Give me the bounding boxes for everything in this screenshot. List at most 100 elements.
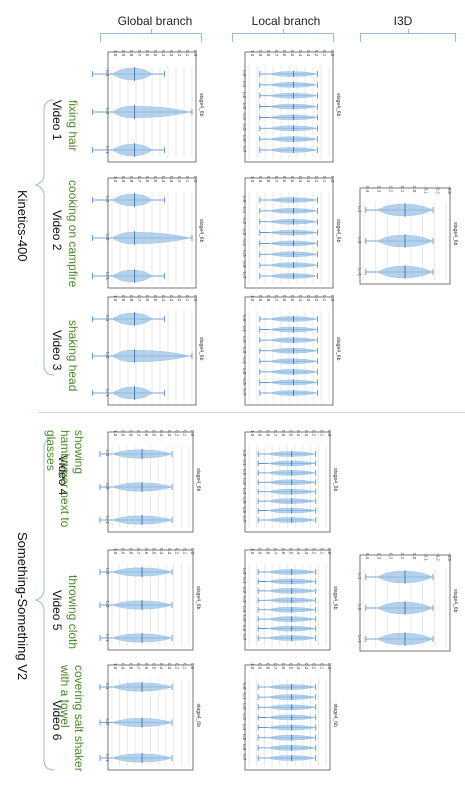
tick-label: 0.7 xyxy=(273,430,278,437)
tick-label: 0.8 xyxy=(265,430,270,437)
tick-label: 1.0 xyxy=(113,176,118,183)
category-label: t=4 xyxy=(242,724,247,731)
category-label: t=0 xyxy=(105,719,110,726)
tick-label: 0.4 xyxy=(365,186,370,193)
video-label-2: Video 2 xyxy=(50,210,64,251)
tick-label: 0.6 xyxy=(281,548,286,555)
category-label: t=6 xyxy=(242,625,247,632)
category-label: t=5 xyxy=(242,615,247,622)
violin-body xyxy=(111,67,153,81)
tick-label: 0.9 xyxy=(258,50,263,57)
violin-body xyxy=(111,312,153,326)
tick-label: 1.0 xyxy=(113,663,118,670)
tick-label: 0.0 xyxy=(193,50,198,57)
tick-label: 0.5 xyxy=(289,548,294,555)
tick-label: 0.9 xyxy=(258,663,263,670)
category-label: t=5 xyxy=(242,734,247,741)
tick-label: 0.0 xyxy=(190,663,195,670)
category-label: t=2 xyxy=(242,587,247,594)
tick-label: 0.2 xyxy=(388,186,393,193)
category-label: t=6 xyxy=(242,135,247,142)
tick-label: 0.2 xyxy=(175,548,180,555)
tick-label: 0.7 xyxy=(136,663,141,670)
tick-label: 0.3 xyxy=(377,553,382,560)
tick-label: 0.5 xyxy=(153,295,158,302)
category-label: t=4 xyxy=(242,239,247,246)
tick-label: 0.9 xyxy=(121,548,126,555)
category-label: t=0 xyxy=(242,315,247,322)
tick-label: 0.8 xyxy=(265,548,270,555)
panel-title: stage4_6b xyxy=(195,586,201,610)
category-label: t=7 xyxy=(242,272,247,279)
category-label: t=0 xyxy=(105,352,110,359)
tick-label: 0.1 xyxy=(182,663,187,670)
category-label: t=3 xyxy=(242,229,247,236)
category-label: t=-1 xyxy=(357,635,362,643)
tick-label: 0.2 xyxy=(314,50,319,57)
tick-label: 0.6 xyxy=(145,295,150,302)
tick-label: 0.6 xyxy=(145,50,150,57)
tick-label: 0.3 xyxy=(304,548,309,555)
violin-body xyxy=(111,269,153,283)
tick-label: 0.7 xyxy=(136,430,141,437)
violin-body xyxy=(111,193,153,207)
tick-label: 0.0 xyxy=(330,176,335,183)
tick-label: 0.7 xyxy=(274,176,279,183)
tick-label: 0.5 xyxy=(289,663,294,670)
tick-label: 0.5 xyxy=(152,663,157,670)
tick-label: 0.3 xyxy=(169,176,174,183)
tick-label: 1.0 xyxy=(113,50,118,57)
tick-label: 0.8 xyxy=(128,430,133,437)
tick-label: 0.1 xyxy=(182,548,187,555)
panel-title: stage4_6b xyxy=(332,586,338,610)
violin-body xyxy=(111,105,191,119)
action-label-1: fixing hair xyxy=(66,100,80,152)
category-label: t=0 xyxy=(357,237,362,244)
tick-label: 0.2 xyxy=(312,663,317,670)
category-label: t=1 xyxy=(105,683,110,690)
tick-label: 0.5 xyxy=(153,50,158,57)
category-label: t=1 xyxy=(242,577,247,584)
tick-label: 0.9 xyxy=(121,176,126,183)
category-label: t=5 xyxy=(242,124,247,131)
tick-label: 0.0 xyxy=(193,295,198,302)
video-label-3: Video 3 xyxy=(50,330,64,371)
tick-label: 0.9 xyxy=(258,295,263,302)
category-label: t=0 xyxy=(242,450,247,457)
tick-label: 0.4 xyxy=(159,430,164,437)
tick-label: 0.8 xyxy=(129,50,134,57)
tick-label: 0.1 xyxy=(319,430,324,437)
category-label: t=5 xyxy=(242,250,247,257)
category-label: t=3 xyxy=(242,596,247,603)
category-label: t=5 xyxy=(242,368,247,375)
tick-label: 0.2 xyxy=(177,50,182,57)
tick-label: 0.6 xyxy=(282,176,287,183)
category-label: t=7 xyxy=(242,146,247,153)
category-label: t=1 xyxy=(105,568,110,575)
panel-title: stage4_6b xyxy=(198,219,204,243)
tick-label: 0.9 xyxy=(121,295,126,302)
category-label: t=0 xyxy=(242,683,247,690)
category-label: t=1 xyxy=(105,196,110,203)
tick-label: 0.3 xyxy=(167,663,172,670)
category-label: t=3 xyxy=(242,713,247,720)
tick-label: 0.7 xyxy=(137,176,142,183)
tick-label: 0.0 xyxy=(330,50,335,57)
header-global-branch: Global branch xyxy=(117,14,193,28)
category-label: t=2 xyxy=(242,336,247,343)
tick-label: 0.1 xyxy=(322,50,327,57)
category-label: t=-1 xyxy=(357,268,362,276)
tick-label: -0.2 xyxy=(435,553,440,561)
tick-label: 0.8 xyxy=(128,548,133,555)
tick-label: 0.2 xyxy=(312,430,317,437)
category-label: t=0 xyxy=(357,604,362,611)
panel-title: stage4_6b xyxy=(332,704,338,728)
brace-i3d xyxy=(360,29,456,42)
tick-label: 0.2 xyxy=(388,553,393,560)
panel-title: stage4_6b xyxy=(335,93,341,117)
tick-label: 0.3 xyxy=(304,430,309,437)
tick-label: 0.0 xyxy=(327,663,332,670)
tick-label: 1.0 xyxy=(250,663,255,670)
tick-label: 0.3 xyxy=(169,50,174,57)
tick-label: 0.6 xyxy=(281,663,286,670)
